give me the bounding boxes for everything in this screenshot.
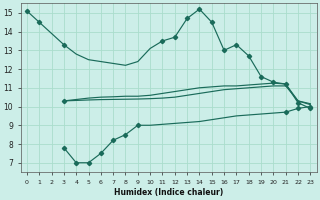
X-axis label: Humidex (Indice chaleur): Humidex (Indice chaleur) bbox=[114, 188, 223, 197]
